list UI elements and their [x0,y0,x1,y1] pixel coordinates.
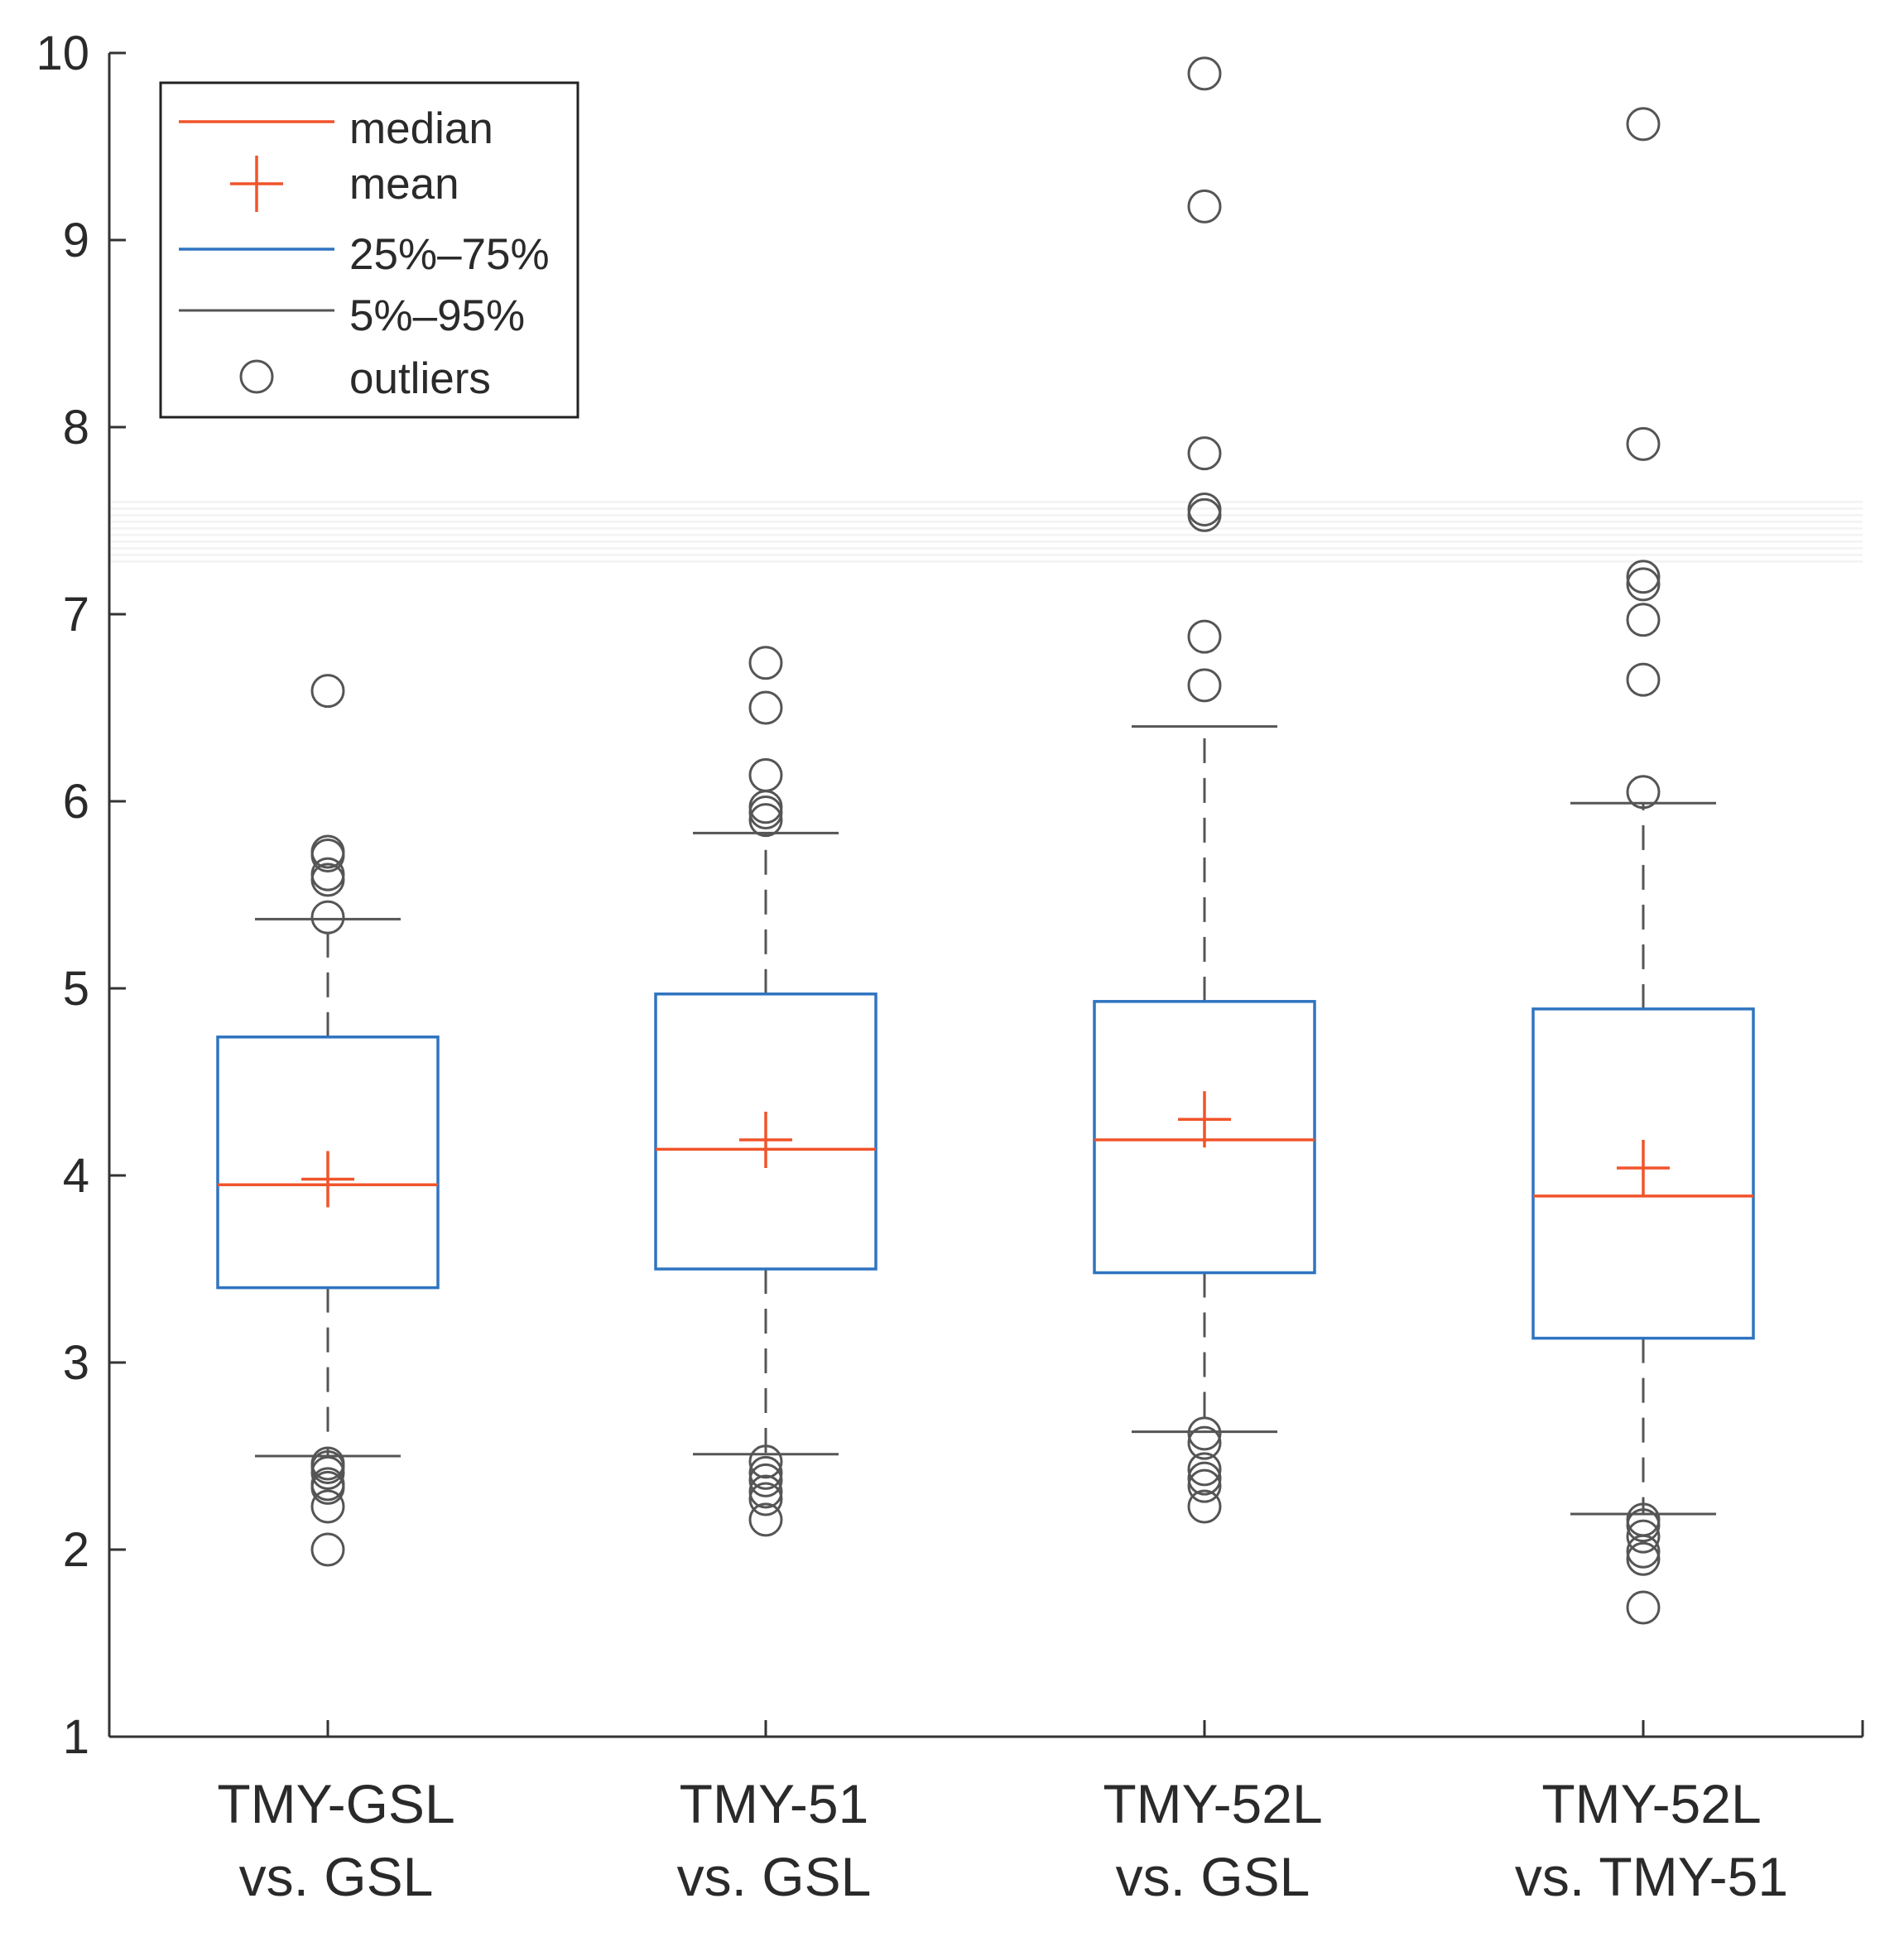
outlier-point [1626,107,1661,142]
outlier-point [748,1502,783,1537]
outlier-point [310,1470,345,1505]
outlier-point [748,1474,783,1509]
x-tick-label-line1: TMY-GSL [217,1773,454,1834]
iqr-box [216,1036,440,1290]
outlier-point [310,839,345,873]
legend-label-outlier: outliers [349,354,491,403]
legend-label-whisker: 5%–95% [349,291,525,340]
outlier-point [1187,1468,1222,1503]
outlier-point [1187,1489,1222,1524]
outlier-point [1187,497,1222,532]
outlier-point [1187,668,1222,703]
y-tick-label: 6 [63,775,89,829]
axes: 1 2 3 4 5 6 7 8 9 10 TMY-GSL vs. GSL TMY-51 vs. GSL TM… [36,26,1864,1907]
x-tick-label-line1: TMY-52L [1103,1773,1322,1834]
outlier-point [748,757,783,792]
legend-label-mean: mean [349,160,459,209]
outlier-point [1187,1425,1222,1460]
plot-area [111,56,1863,1625]
x-tick-label-line2: vs. GSL [239,1846,434,1907]
outlier-point [1626,560,1661,594]
outlier-point [748,690,783,725]
x-tick-label-line1: TMY-52L [1541,1773,1761,1834]
outlier-point [1187,619,1222,654]
y-tick-label: 7 [63,588,89,642]
outlier-point [1626,775,1661,810]
outlier-point [1626,1590,1661,1625]
outlier-point [1187,1461,1222,1496]
legend-outlier-symbol [239,359,274,394]
y-tick-label: 3 [63,1336,89,1390]
outlier-point [1626,1534,1661,1569]
outlier-point [310,1489,345,1524]
x-tick-label-line1: TMY-51 [680,1773,869,1834]
outlier-point [1187,1416,1222,1451]
outlier-point [748,1463,783,1497]
outlier-point [1187,56,1222,91]
outlier-point [1626,1508,1661,1543]
box-group [1093,56,1316,1524]
outlier-point [310,1455,345,1490]
outlier-point [1626,1519,1661,1554]
legend-label-median: median [349,104,493,153]
x-tick-label-line2: vs. GSL [1116,1846,1310,1907]
y-tick-label: 10 [36,26,89,80]
iqr-box [1093,1000,1316,1275]
y-tick-label: 2 [63,1523,89,1577]
outlier-point [1626,603,1661,637]
outlier-point [310,1532,345,1567]
iqr-box [654,993,877,1271]
box-group [216,674,440,1567]
outlier-point [310,900,345,935]
legend: median mean 25%–75% 5%–95% outliers [159,81,579,419]
outlier-point [748,1482,783,1516]
outlier-point [748,1455,783,1490]
outlier-point [1187,436,1222,471]
legend-label-box: 25%–75% [349,230,550,279]
outlier-point [310,863,345,897]
outlier-point [1626,1541,1661,1576]
outlier-point [1626,567,1661,602]
outlier-point [1626,426,1661,461]
box-group [1531,107,1755,1625]
outlier-point [1187,1452,1222,1487]
outlier-point [748,795,783,830]
y-tick-label: 9 [63,214,89,267]
y-tick-label: 1 [63,1710,89,1764]
outlier-point [310,674,345,709]
x-tick-label-line2: vs. GSL [677,1846,872,1907]
y-tick-label: 4 [63,1149,89,1203]
outlier-point [1626,662,1661,697]
x-tick-label-line2: vs. TMY-51 [1515,1846,1788,1907]
box-group [654,646,877,1537]
y-tick-label: 5 [63,962,89,1016]
outlier-point [748,1444,783,1479]
iqr-box [1531,1007,1755,1340]
y-tick-label: 8 [63,401,89,454]
outlier-point [748,646,783,680]
outlier-point [748,803,783,838]
outlier-point [1187,189,1222,223]
